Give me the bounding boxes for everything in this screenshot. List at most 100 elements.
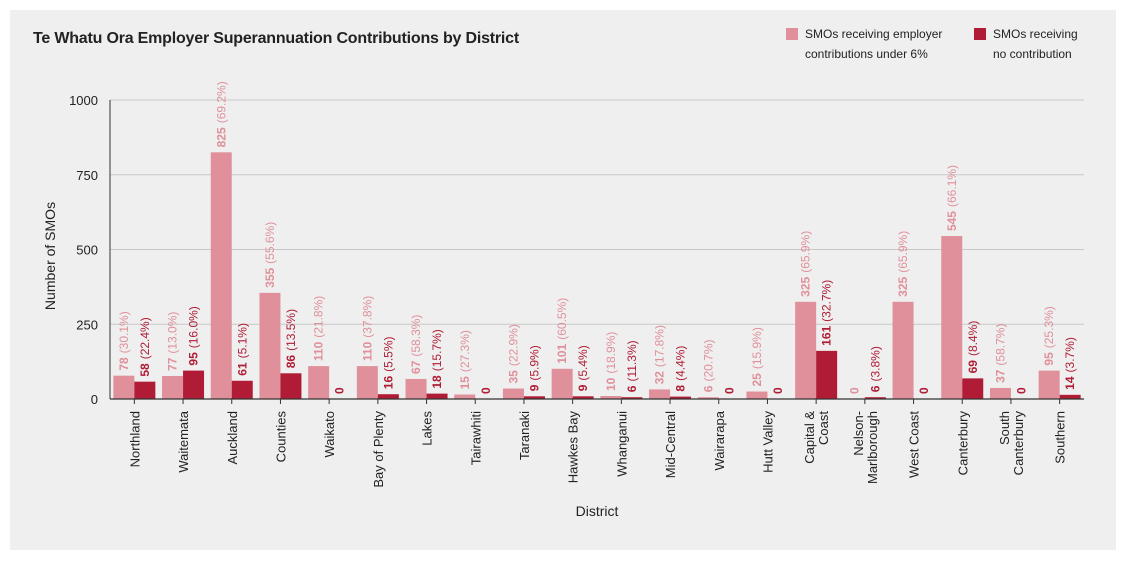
bar-under-6-whanganui — [600, 396, 622, 399]
data-label-percent: (65.9%) — [799, 231, 813, 273]
data-label-no-contribution-capital-coast: 161 (32.7%) — [820, 280, 834, 346]
x-tick-label-tairawhiti: Tairawhiti — [468, 411, 483, 465]
x-tick-label-nelson-marlborough: Nelson-Marlborough — [851, 411, 880, 484]
data-label-value: 0 — [1014, 387, 1028, 394]
data-label-percent: (66.1%) — [945, 165, 959, 207]
x-tick-label-line: Bay of Plenty — [371, 411, 386, 488]
bar-under-6-waikato — [308, 366, 330, 399]
data-label-value: 14 — [1063, 376, 1077, 390]
x-tick-label-line: Hutt Valley — [760, 411, 775, 473]
bar-no-contribution-nelson-marlborough — [864, 397, 886, 399]
data-label-value: 6 — [701, 385, 715, 392]
data-label-value: 110 — [360, 341, 374, 361]
bar-under-6-southern — [1038, 370, 1060, 399]
data-label-no-contribution-nelson-marlborough: 6 (3.8%) — [868, 346, 882, 392]
data-label-value: 61 — [235, 362, 249, 376]
x-tick-label-lakes: Lakes — [420, 411, 435, 446]
x-tick-label-bay-of-plenty: Bay of Plenty — [371, 411, 386, 488]
data-label-percent: (5.1%) — [235, 323, 249, 358]
bar-no-contribution-capital-coast — [816, 350, 838, 399]
x-tick-label-line: Capital & — [802, 411, 817, 464]
data-label-percent: (58.7%) — [993, 324, 1007, 366]
data-label-value: 325 — [799, 276, 813, 296]
data-label-percent: (13.5%) — [284, 309, 298, 351]
data-label-percent: (13.0%) — [166, 312, 180, 354]
data-label-under-6-south-canterbury: 37 (58.7%) — [993, 324, 1007, 383]
data-label-percent: (5.4%) — [576, 345, 590, 380]
data-label-value: 325 — [896, 276, 910, 296]
data-label-no-contribution-bay-of-plenty: 16 (5.5%) — [381, 337, 395, 390]
data-label-value: 0 — [479, 387, 493, 394]
x-tick-label-line: Whanganui — [614, 411, 629, 477]
data-label-under-6-hawkes-bay: 101 (60.5%) — [555, 298, 569, 364]
data-label-value: 25 — [750, 373, 764, 387]
x-tick-label-canterbury: Canterbury — [955, 411, 970, 476]
bar-no-contribution-lakes — [426, 393, 448, 399]
data-label-no-contribution-hawkes-bay: 9 (5.4%) — [576, 345, 590, 391]
data-label-percent: (69.2%) — [214, 81, 228, 123]
data-label-under-6-southern: 95 (25.3%) — [1042, 306, 1056, 365]
data-label-value: 69 — [966, 360, 980, 374]
bar-under-6-west-coast — [892, 301, 914, 399]
data-label-value: 0 — [917, 387, 931, 394]
y-tick-label: 750 — [76, 168, 98, 183]
bar-no-contribution-counties — [280, 373, 302, 399]
bar-no-contribution-mid-central — [670, 396, 692, 399]
data-label-value: 161 — [820, 326, 834, 346]
x-tick-label-waikato: Waikato — [322, 411, 337, 457]
x-tick-label-line: Nelson- — [851, 411, 866, 456]
data-label-under-6-waikato: 110 (21.8%) — [312, 296, 326, 361]
data-label-no-contribution-wairarapa: 0 — [722, 387, 736, 394]
data-label-value: 15 — [458, 376, 472, 390]
data-label-value: 95 — [1042, 352, 1056, 366]
data-label-no-contribution-whanganui: 6 (11.3%) — [625, 340, 639, 392]
data-label-percent: (37.8%) — [360, 296, 374, 338]
x-tick-label-line: Canterbury — [955, 411, 970, 476]
bar-no-contribution-taranaki — [523, 396, 545, 399]
data-label-under-6-mid-central: 32 (17.8%) — [653, 325, 667, 384]
data-label-under-6-waitemata: 77 (13.0%) — [166, 312, 180, 371]
x-tick-label-whanganui: Whanganui — [614, 411, 629, 477]
data-label-no-contribution-auckland: 61 (5.1%) — [235, 323, 249, 376]
bar-no-contribution-auckland — [231, 380, 253, 399]
data-label-under-6-tairawhiti: 15 (27.3%) — [458, 330, 472, 389]
y-axis-title: Number of SMOs — [42, 202, 58, 310]
data-label-percent: (4.4%) — [674, 346, 688, 381]
data-label-percent: (65.9%) — [896, 231, 910, 273]
data-label-percent: (60.5%) — [555, 298, 569, 340]
data-label-value: 78 — [117, 357, 131, 371]
x-tick-label-wairarapa: Wairarapa — [712, 410, 727, 470]
data-label-under-6-west-coast: 325 (65.9%) — [896, 231, 910, 297]
bar-under-6-taranaki — [502, 388, 524, 399]
data-label-value: 0 — [847, 387, 861, 394]
bar-no-contribution-whanganui — [621, 397, 643, 399]
x-tick-label-line: Hawkes Bay — [566, 411, 581, 484]
data-label-no-contribution-northland: 58 (22.4%) — [138, 317, 152, 376]
x-tick-label-line: Wairarapa — [712, 410, 727, 470]
y-tick-label: 0 — [91, 392, 98, 407]
data-label-percent: (16.0%) — [187, 306, 201, 348]
x-tick-label-line: Waikato — [322, 411, 337, 457]
x-tick-label-line: Auckland — [225, 411, 240, 464]
data-label-percent: (25.3%) — [1042, 306, 1056, 348]
x-tick-label-line: Marlborough — [865, 411, 880, 484]
data-label-value: 110 — [312, 341, 326, 361]
x-tick-label-south-canterbury: SouthCanterbury — [997, 411, 1026, 476]
legend: SMOs receiving employer contributions un… — [786, 24, 1106, 80]
data-label-under-6-hutt-valley: 25 (15.9%) — [750, 327, 764, 386]
data-label-value: 37 — [993, 369, 1007, 383]
x-tick-label-counties: Counties — [273, 411, 288, 463]
x-tick-label-capital-coast: Capital &Coast — [802, 411, 831, 464]
data-label-value: 16 — [381, 376, 395, 390]
y-tick-label: 500 — [76, 243, 98, 258]
chart-title: Te Whatu Ora Employer Superannuation Con… — [33, 30, 520, 47]
x-tick-label-line: Canterbury — [1011, 411, 1026, 476]
data-label-no-contribution-southern: 14 (3.7%) — [1063, 337, 1077, 390]
data-label-no-contribution-hutt-valley: 0 — [771, 387, 785, 394]
bar-no-contribution-northland — [134, 381, 156, 399]
data-label-percent: (3.8%) — [868, 346, 882, 381]
bar-under-6-northland — [113, 375, 135, 399]
data-label-value: 67 — [409, 360, 423, 374]
legend-swatch-no-contribution — [974, 28, 986, 40]
x-tick-label-taranaki: Taranaki — [517, 411, 532, 460]
